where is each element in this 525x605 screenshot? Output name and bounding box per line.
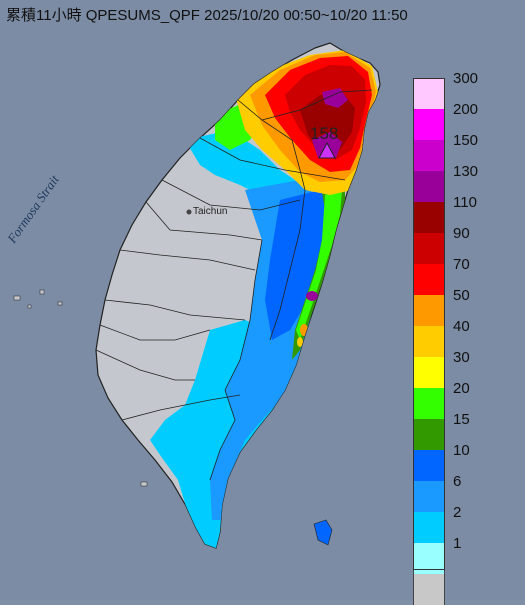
legend-row: 30 <box>413 349 513 388</box>
legend-label: 20 <box>453 380 470 397</box>
city-marker <box>186 209 192 215</box>
legend-swatch <box>413 233 445 264</box>
legend-row: 300 <box>413 70 513 109</box>
legend-label: 10 <box>453 442 470 459</box>
legend-label: 300 <box>453 70 479 87</box>
legend-swatch <box>413 109 445 140</box>
legend-label: 90 <box>453 225 470 242</box>
legend-swatch <box>413 357 445 388</box>
legend-swatch <box>413 264 445 295</box>
legend-swatch <box>413 574 445 605</box>
legend-swatch <box>413 171 445 202</box>
legend-label: 50 <box>453 287 470 304</box>
legend-swatch <box>413 419 445 450</box>
max-marker-icon <box>318 141 336 159</box>
legend-label: 15 <box>453 411 470 428</box>
legend-label: 150 <box>453 132 479 149</box>
legend-label: 110 <box>453 194 477 211</box>
legend-row: 10 <box>413 442 513 481</box>
legend-swatch <box>413 78 445 109</box>
legend-swatch <box>413 388 445 419</box>
legend-label: 130 <box>453 163 479 180</box>
max-value-label: 158 <box>310 124 338 143</box>
legend-swatch <box>413 543 445 574</box>
legend-swatch <box>413 481 445 512</box>
legend-swatch <box>413 450 445 481</box>
legend-row: 15 <box>413 411 513 450</box>
legend-label: 6 <box>453 473 462 490</box>
legend-swatch <box>413 512 445 543</box>
legend-label: 40 <box>453 318 470 335</box>
legend-swatch <box>413 326 445 357</box>
legend: 300 200 150 130 110 90 70 50 40 30 20 15 10 6 2 1 <box>413 70 513 605</box>
legend-label: 2 <box>453 504 462 521</box>
legend-row: 1 <box>413 535 513 574</box>
legend-label: 200 <box>453 101 479 118</box>
rainfall-overlay <box>150 50 378 548</box>
legend-row: 200 <box>413 101 513 140</box>
county-boundaries <box>95 89 373 481</box>
legend-swatch <box>413 140 445 171</box>
offshore-islands <box>13 289 333 546</box>
legend-swatch <box>413 202 445 233</box>
map-title: 累積11小時 QPESUMS_QPF 2025/10/20 00:50~10/2… <box>6 7 408 24</box>
legend-row: 6 <box>413 473 513 512</box>
legend-row <box>413 574 513 605</box>
legend-row: 130 <box>413 163 513 202</box>
legend-label: 1 <box>453 535 462 552</box>
legend-label: 30 <box>453 349 470 366</box>
legend-row: 20 <box>413 380 513 419</box>
legend-label: 70 <box>453 256 470 273</box>
legend-row: 2 <box>413 504 513 543</box>
city-label: Taichun <box>193 206 227 217</box>
legend-row: 70 <box>413 256 513 295</box>
legend-swatch <box>413 295 445 326</box>
